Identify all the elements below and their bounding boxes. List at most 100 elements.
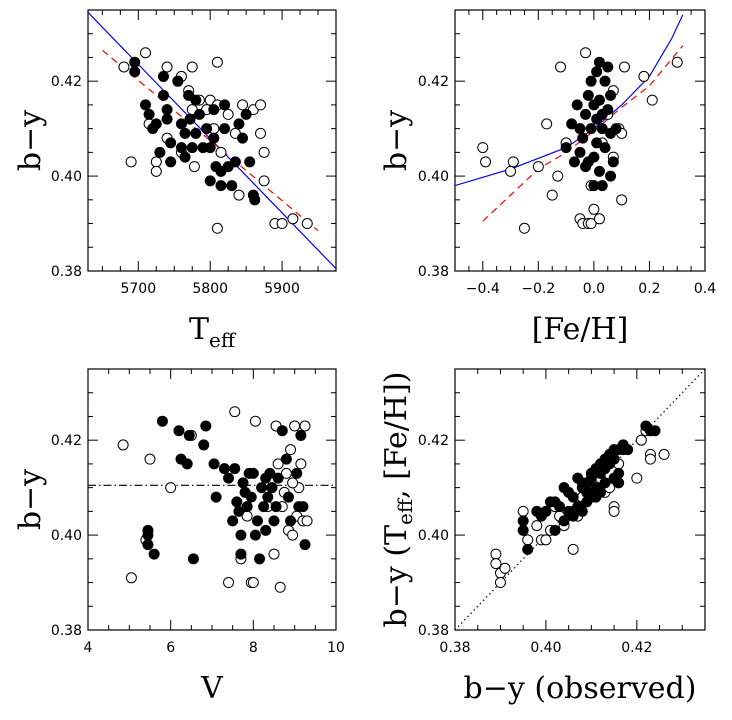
- open-point: [555, 61, 567, 73]
- filled-point: [266, 482, 278, 494]
- filled-point: [596, 123, 608, 135]
- open-point: [287, 213, 299, 225]
- filled-point: [148, 548, 160, 560]
- filled-point: [235, 529, 247, 541]
- filled-point: [262, 491, 274, 503]
- plot-frame: [454, 368, 706, 631]
- x-tick-label: 4: [84, 640, 93, 656]
- x-tick-label: 0.42: [621, 640, 652, 656]
- filled-point: [129, 56, 141, 68]
- open-point: [285, 444, 297, 456]
- filled-point: [582, 89, 594, 101]
- filled-point: [605, 89, 617, 101]
- filled-point: [179, 151, 191, 163]
- x-tick-label: 8: [249, 640, 258, 656]
- open-point: [287, 477, 299, 489]
- data-layer: [455, 14, 684, 234]
- open-point: [477, 142, 489, 154]
- filled-point: [567, 491, 579, 503]
- filled-point: [558, 515, 570, 527]
- open-point: [638, 70, 650, 82]
- filled-point: [596, 180, 608, 192]
- open-point: [223, 577, 235, 589]
- filled-point: [181, 458, 193, 470]
- filled-point: [245, 491, 257, 503]
- y-tick-label: 0.40: [51, 169, 82, 185]
- filled-point: [563, 505, 575, 517]
- x-axis-label: [Fe/H]: [532, 312, 629, 347]
- open-point: [247, 577, 259, 589]
- open-point: [299, 420, 311, 432]
- x-axis-label: b−y (observed): [464, 671, 697, 706]
- open-point: [631, 472, 643, 484]
- open-point: [118, 61, 130, 73]
- x-tick-label: −0.4: [466, 281, 500, 297]
- open-point: [490, 558, 502, 570]
- filled-point: [240, 108, 252, 120]
- open-point: [301, 515, 313, 527]
- filled-point: [249, 529, 261, 541]
- open-point: [301, 218, 313, 230]
- filled-point: [522, 543, 534, 555]
- x-tick-label: 5700: [120, 281, 156, 297]
- open-point: [585, 218, 597, 230]
- x-tick-label: 0.0: [583, 281, 605, 297]
- open-point: [161, 61, 173, 73]
- y-tick-label: 0.40: [51, 528, 82, 544]
- open-point: [125, 156, 137, 168]
- x-tick-label: 6: [166, 640, 175, 656]
- y-axis-label: b−y (Teff, [Fe/H]): [379, 372, 417, 628]
- plot-frame: [87, 9, 337, 272]
- filled-point: [571, 99, 583, 111]
- open-point: [593, 213, 605, 225]
- filled-point: [156, 415, 168, 427]
- open-point: [287, 529, 299, 541]
- x-tick-label: 10: [327, 640, 345, 656]
- open-point: [117, 439, 129, 451]
- filled-point: [599, 75, 611, 87]
- open-point: [249, 415, 261, 427]
- filled-point: [249, 194, 261, 206]
- open-point: [140, 47, 152, 59]
- y-tick-label: 0.40: [418, 169, 449, 185]
- y-tick-label: 0.38: [51, 264, 82, 280]
- filled-point: [210, 491, 222, 503]
- x-axis-label: Teff: [189, 312, 237, 352]
- open-point: [494, 577, 506, 589]
- filled-point: [549, 524, 561, 536]
- open-point: [255, 99, 267, 111]
- open-point: [233, 189, 245, 201]
- filled-point: [268, 515, 280, 527]
- filled-point: [175, 142, 187, 154]
- panel-teff: 0.38 0.40 0.42 5700 5800 5900 Teff b−y: [13, 9, 337, 352]
- filled-point: [204, 175, 216, 187]
- open-point: [499, 562, 511, 574]
- filled-point: [270, 501, 282, 513]
- filled-point: [599, 142, 611, 154]
- open-point: [616, 194, 628, 206]
- filled-point: [574, 123, 586, 135]
- x-tick-label: 0.38: [439, 640, 470, 656]
- fit-line: [102, 49, 319, 232]
- filled-point: [187, 553, 199, 565]
- filled-point: [140, 99, 152, 111]
- open-point: [165, 482, 177, 494]
- open-point: [272, 458, 284, 470]
- open-point: [258, 146, 270, 158]
- x-tick-label: −0.2: [521, 281, 555, 297]
- open-point: [125, 572, 137, 584]
- open-point: [255, 127, 267, 139]
- filled-point: [184, 113, 196, 125]
- open-point: [658, 448, 670, 460]
- filled-point: [157, 89, 169, 101]
- filled-point: [593, 94, 605, 106]
- filled-point: [577, 132, 589, 144]
- filled-point: [560, 142, 572, 154]
- panel-pred: 0.38 0.40 0.42 0.38 0.40 0.42 b−y (observed) b−…: [379, 368, 706, 706]
- panel-vmag: 0.38 0.40 0.42 4 6 8 10 Vb−y: [13, 368, 345, 706]
- filled-point: [165, 137, 177, 149]
- open-point: [289, 420, 301, 432]
- y-axis-label: b−y: [379, 110, 414, 171]
- filled-point: [607, 156, 619, 168]
- filled-point: [231, 496, 243, 508]
